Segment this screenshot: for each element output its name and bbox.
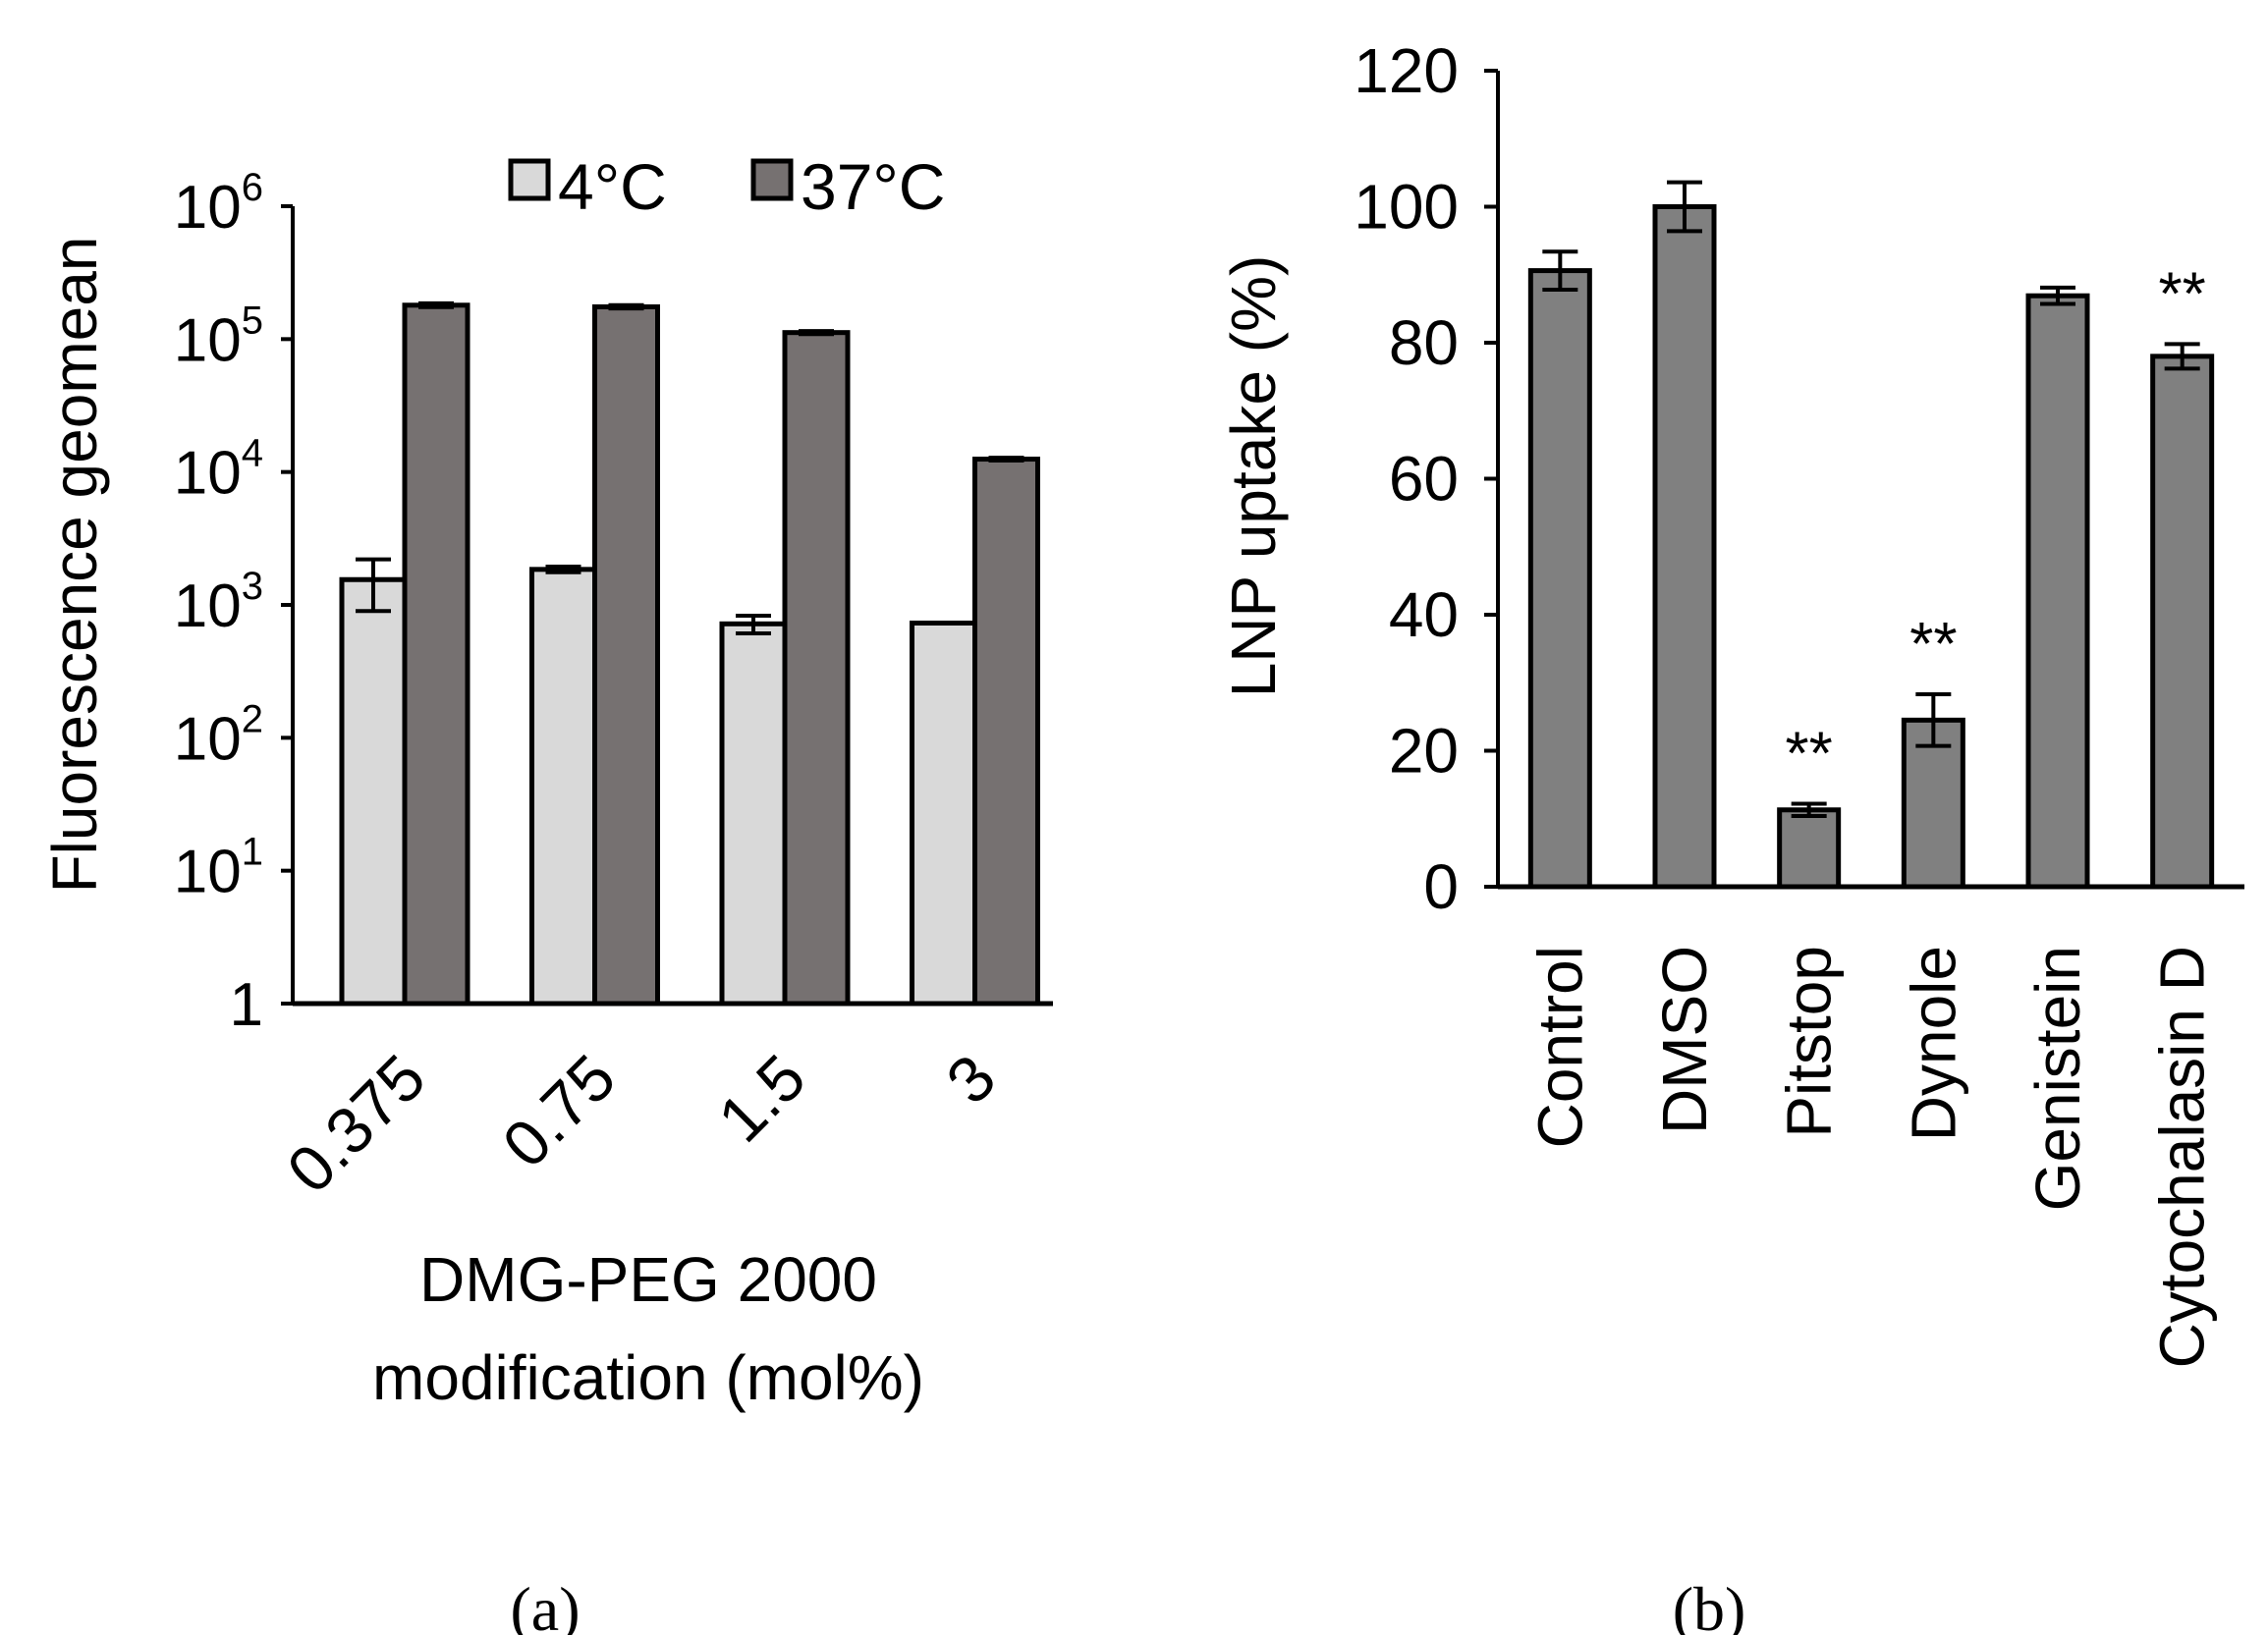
- panel-a-y-tick-label: 103: [174, 565, 263, 640]
- panel-a-legend-label: 4°C: [558, 150, 667, 223]
- panel-a-y-tick-label: 1: [230, 971, 263, 1039]
- panel-a-y-tick-base: 10: [174, 306, 242, 374]
- panel-b-bar: [2150, 354, 2215, 890]
- panel-a-x-tick-labels: 0.375 0.75 1.5 3: [273, 1041, 1010, 1207]
- panel-a-y-tick-exponent: 2: [242, 697, 263, 740]
- panel-a-y-tick-exponent: 3: [242, 565, 263, 608]
- panel-b-y-tick-label: 0: [1423, 851, 1459, 922]
- panel-a-label: (a): [510, 1574, 580, 1635]
- panel-a-bar: [592, 303, 660, 1007]
- panel-a-x-tick-label: 1.5: [704, 1041, 819, 1156]
- panel-a-y-tick-base: 10: [174, 174, 242, 242]
- panel-a-legend-label: 37°C: [801, 150, 945, 223]
- panel-b-x-tick-label: Control: [1524, 946, 1595, 1148]
- panel-a-y-tick-base: 10: [174, 440, 242, 508]
- panel-a-bar: [910, 620, 977, 1007]
- panel-b-x-tick-label: Cytochalasin D: [2147, 946, 2218, 1368]
- panel-b-significance-marker: **: [1786, 721, 1833, 789]
- panel-b-y-tick-label: 20: [1389, 716, 1459, 787]
- panel-b-y-tick-label: 60: [1389, 444, 1459, 515]
- panel-b-label: (b): [1673, 1574, 1746, 1635]
- panel-a-y-tick-exponent: 4: [242, 432, 263, 475]
- panel-b-axes: [1484, 69, 2244, 890]
- panel-b-x-tick-label: Pitstop: [1774, 946, 1845, 1138]
- panel-a-axes: [281, 204, 1053, 1007]
- panel-a-x-tick-label: 3: [932, 1041, 1009, 1117]
- panel-a-x-tick-label: 0.375: [273, 1041, 439, 1207]
- panel-a-x-axis-title-line2: modification (mol%): [372, 1342, 924, 1413]
- panel-a-y-tick-label: 105: [174, 299, 263, 374]
- panel-a-legend-swatch: [508, 158, 551, 201]
- panel-a-bar: [339, 576, 408, 1007]
- panel-a-bar: [402, 302, 470, 1007]
- panel-a-bar: [972, 457, 1040, 1007]
- panel-b-y-tick-label: 80: [1389, 307, 1459, 378]
- panel-a-y-tick-exponent: 1: [242, 831, 263, 874]
- panel-a-bar: [529, 567, 597, 1007]
- panel-a-y-tick-exponent: 5: [242, 299, 263, 342]
- panel-b-y-tick-labels: 0 20 40 60 80 100 120: [1354, 35, 1459, 922]
- panel-a-y-axis-title: Fluorescence geomean: [39, 237, 110, 894]
- panel-b-bar: [1777, 807, 1842, 890]
- panel-a-y-tick-base: 1: [230, 971, 263, 1039]
- panel-b-x-tick-label: Dynole: [1898, 946, 1968, 1141]
- panel-a-y-tick-exponent: 6: [242, 166, 263, 209]
- panel-a-bar: [782, 330, 851, 1007]
- panel-b-y-tick-label: 120: [1354, 35, 1459, 106]
- panel-a-y-tick-label: 101: [174, 831, 263, 906]
- panel-a-y-tick-label: 104: [174, 432, 263, 508]
- panel-b-significance-marker: **: [2159, 260, 2206, 328]
- panel-a-bar: [719, 621, 788, 1007]
- panel-b-y-axis-title: LNP uptake (%): [1218, 255, 1289, 698]
- panel-a-legend-swatch: [750, 158, 794, 201]
- panel-b-bars: ** ** **: [1527, 180, 2215, 890]
- panel-a-x-tick-label: 0.75: [488, 1041, 629, 1181]
- panel-b-bar: [2025, 293, 2090, 890]
- panel-a-y-tick-label: 106: [174, 166, 263, 242]
- panel-a-y-tick-label: 102: [174, 697, 263, 773]
- panel-b-x-tick-label: Genistein: [2022, 946, 2093, 1211]
- panel-b-y-tick-label: 100: [1354, 172, 1459, 243]
- panel-b-y-tick-label: 40: [1389, 579, 1459, 650]
- panel-b-x-tick-labels: Control DMSO Pitstop Dynole Genistein Cytocha…: [1524, 946, 2217, 1368]
- panel-a-x-axis-title-line1: DMG-PEG 2000: [419, 1244, 877, 1315]
- panel-a-bars: [339, 300, 1040, 1007]
- panel-a-y-tick-base: 10: [174, 572, 242, 640]
- panel-b-bar: [1527, 268, 1592, 890]
- panel-a-chart: Fluorescence geomean 1101102103104105106…: [39, 150, 1053, 1635]
- panel-b-x-tick-label: DMSO: [1649, 946, 1720, 1134]
- panel-b-bar: [1652, 204, 1717, 890]
- panel-a-legend: 4°C 37°C: [508, 150, 945, 223]
- panel-a-y-tick-base: 10: [174, 839, 242, 906]
- panel-a-y-tick-base: 10: [174, 705, 242, 773]
- panel-b-significance-marker: **: [1909, 611, 1957, 679]
- panel-b-chart: LNP uptake (%) 0 20 40 60 80 100 120 ** ** ** Co…: [1218, 35, 2244, 1635]
